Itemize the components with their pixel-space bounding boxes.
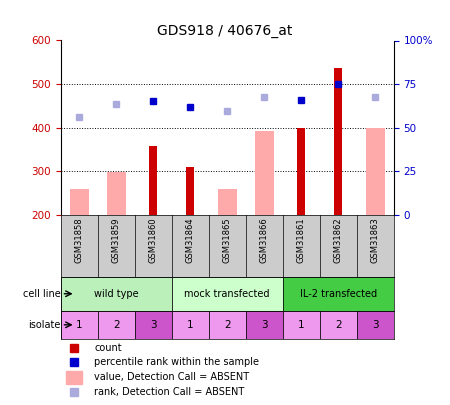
Text: 3: 3 [261, 320, 268, 330]
Bar [66, 371, 82, 384]
Bar [149, 146, 158, 215]
Bar [320, 311, 357, 339]
Text: GSM31866: GSM31866 [260, 217, 269, 263]
Text: GSM31862: GSM31862 [334, 217, 343, 263]
Text: wild type: wild type [94, 289, 139, 299]
Bar [172, 277, 283, 311]
Text: GSM31860: GSM31860 [149, 217, 158, 263]
Text: 1: 1 [298, 320, 305, 330]
Bar [172, 311, 209, 339]
Bar [357, 311, 394, 339]
Bar [61, 311, 98, 339]
Text: value, Detection Call = ABSENT: value, Detection Call = ABSENT [94, 372, 249, 382]
Text: isolate: isolate [28, 320, 61, 330]
Bar [98, 311, 135, 339]
Bar [283, 311, 320, 339]
Text: IL-2 transfected: IL-2 transfected [300, 289, 377, 299]
Text: count: count [94, 343, 122, 353]
Text: GSM31858: GSM31858 [75, 217, 84, 263]
Bar [61, 277, 172, 311]
Bar [297, 128, 306, 215]
Text: GSM31864: GSM31864 [186, 217, 195, 263]
Text: 3: 3 [150, 320, 157, 330]
Bar [366, 128, 384, 215]
Bar [255, 131, 274, 215]
Bar [186, 167, 194, 215]
Bar [283, 277, 394, 311]
Bar [209, 311, 246, 339]
Text: rank, Detection Call = ABSENT: rank, Detection Call = ABSENT [94, 387, 244, 397]
Text: 1: 1 [187, 320, 194, 330]
Text: GSM31863: GSM31863 [371, 217, 380, 263]
Bar [107, 172, 126, 215]
Bar [246, 311, 283, 339]
Text: 1: 1 [76, 320, 82, 330]
Text: percentile rank within the sample: percentile rank within the sample [94, 358, 259, 367]
Bar [218, 189, 237, 215]
Text: 2: 2 [224, 320, 230, 330]
Text: GSM31859: GSM31859 [112, 217, 121, 263]
Text: 2: 2 [113, 320, 120, 330]
Text: mock transfected: mock transfected [184, 289, 270, 299]
Text: 2: 2 [335, 320, 342, 330]
Text: 3: 3 [372, 320, 378, 330]
Text: GSM31865: GSM31865 [223, 217, 232, 263]
Bar [334, 68, 342, 215]
Bar [135, 311, 172, 339]
Text: cell line: cell line [23, 289, 61, 299]
Text: GDS918 / 40676_at: GDS918 / 40676_at [158, 24, 292, 38]
Text: GSM31861: GSM31861 [297, 217, 306, 263]
Bar [70, 189, 89, 215]
